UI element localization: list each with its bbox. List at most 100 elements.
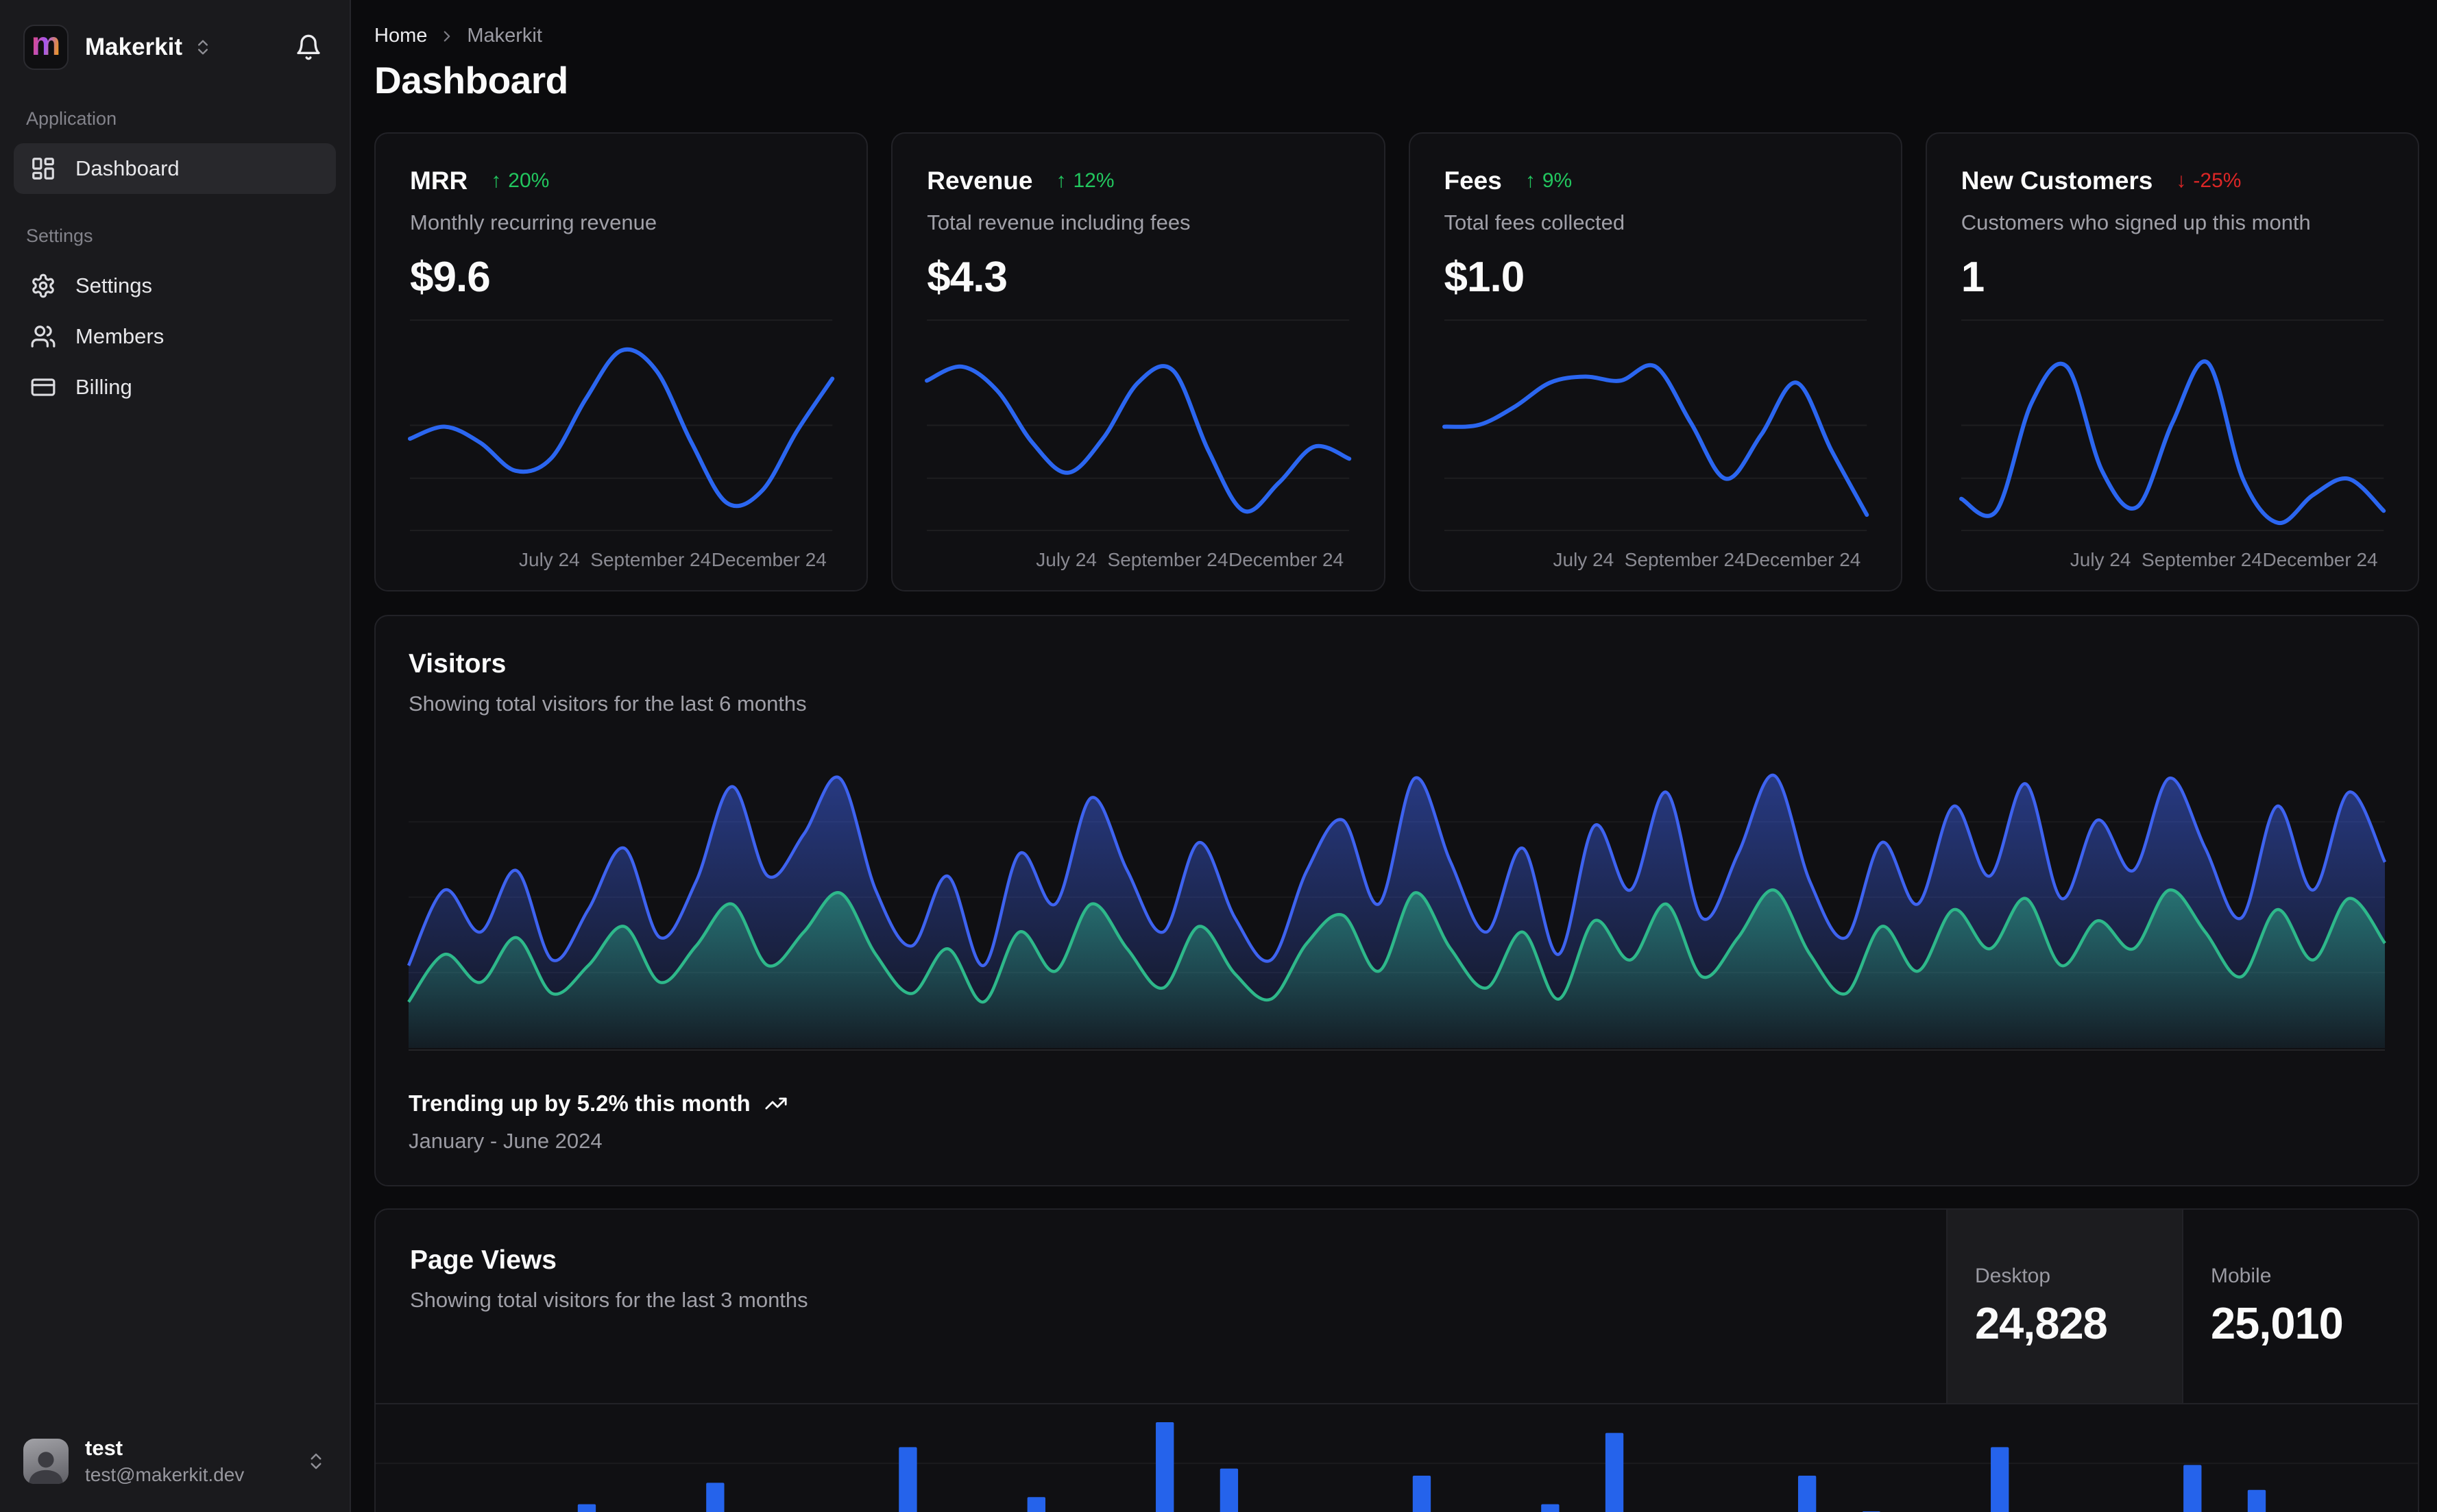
- stat-delta: 9%: [1542, 169, 1573, 192]
- x-axis-ticks: July 24 September 24 December 24: [927, 544, 1349, 571]
- stat-title: Fees: [1444, 167, 1502, 195]
- stat-value: $4.3: [927, 254, 1008, 301]
- user-meta: test test@makerkit.dev: [85, 1436, 244, 1486]
- x-tick: December 24: [1745, 549, 1861, 570]
- stat-delta: 12%: [1073, 169, 1115, 192]
- toggle-desktop[interactable]: Desktop 24,828: [1946, 1210, 2182, 1403]
- user-name: test: [85, 1436, 123, 1460]
- nav-section-settings: Settings Settings Members Billing: [14, 225, 336, 413]
- logo-letter: m: [31, 26, 61, 62]
- visitors-area-chart: [409, 749, 2385, 1051]
- user-menu[interactable]: test test@makerkit.dev: [14, 1430, 336, 1491]
- page-views-title: Page Views: [410, 1245, 557, 1275]
- sidebar-item-members[interactable]: Members: [14, 311, 336, 362]
- x-tick: July 24: [519, 549, 580, 570]
- sparkline-plot: [410, 318, 832, 533]
- fees-sparkline-chart: July 24 September 24 December 24: [1444, 318, 1867, 571]
- workspace-name: Makerkit: [85, 34, 183, 60]
- page-title: Dashboard: [374, 59, 568, 101]
- credit-card-icon: [30, 374, 56, 400]
- sidebar-item-label: Billing: [75, 375, 132, 399]
- chevron-right-icon: [438, 27, 456, 45]
- workspace-selector[interactable]: m Makerkit: [14, 18, 336, 77]
- stat-subtitle: Customers who signed up this month: [1961, 210, 2311, 234]
- visitors-subtitle: Showing total visitors for the last 6 mo…: [409, 692, 807, 716]
- stat-delta-badge: ↑ 9%: [1525, 169, 1572, 193]
- arrow-down-icon: ↓: [2176, 169, 2187, 192]
- sparkline-plot: [927, 318, 1349, 533]
- stat-value: 1: [1961, 254, 1985, 301]
- arrow-up-icon: ↑: [1056, 169, 1067, 192]
- breadcrumb-current: Makerkit: [467, 25, 542, 47]
- stat-title: Revenue: [927, 167, 1033, 195]
- new-customers-sparkline-chart: July 24 September 24 December 24: [1961, 318, 2384, 571]
- bell-icon[interactable]: [291, 29, 326, 65]
- visitors-card: Visitors Showing total visitors for the …: [374, 615, 2419, 1186]
- stat-cards-row: MRR ↑ 20% Monthly recurring revenue $9.6…: [374, 132, 2419, 592]
- x-tick: September 24: [2142, 549, 2262, 570]
- page-views-header: Page Views Showing total visitors for th…: [376, 1210, 2418, 1404]
- x-tick: September 24: [1107, 549, 1228, 570]
- chevrons-up-down-icon: [306, 1451, 326, 1472]
- sparkline-plot: [1444, 318, 1867, 533]
- stat-delta-badge: ↑ 20%: [491, 169, 549, 193]
- stat-value: $1.0: [1444, 254, 1525, 301]
- stat-subtitle: Total revenue including fees: [927, 210, 1191, 234]
- sidebar-item-billing[interactable]: Billing: [14, 362, 336, 413]
- page-views-card: Page Views Showing total visitors for th…: [374, 1208, 2419, 1512]
- avatar: [23, 1438, 69, 1484]
- toggle-mobile[interactable]: Mobile 25,010: [2182, 1210, 2418, 1403]
- stat-delta-badge: ↑ 12%: [1056, 169, 1114, 193]
- users-icon: [30, 324, 56, 350]
- sparkline-plot: [1961, 318, 2384, 533]
- stat-subtitle: Monthly recurring revenue: [410, 210, 657, 234]
- stat-value: $9.6: [410, 254, 491, 301]
- revenue-sparkline-chart: July 24 September 24 December 24: [927, 318, 1349, 571]
- stat-card-revenue: Revenue ↑ 12% Total revenue including fe…: [891, 132, 1385, 592]
- page-views-bar-chart: [376, 1404, 2418, 1512]
- x-tick: July 24: [1553, 549, 1614, 570]
- x-axis-ticks: July 24 September 24 December 24: [410, 544, 832, 571]
- x-tick: July 24: [2070, 549, 2131, 570]
- sidebar-item-settings[interactable]: Settings: [14, 260, 336, 311]
- nav-section-label: Settings: [26, 225, 93, 246]
- stat-title: New Customers: [1961, 167, 2153, 195]
- x-axis-ticks: July 24 September 24 December 24: [1961, 544, 2384, 571]
- breadcrumb: Home Makerkit: [374, 25, 2419, 47]
- stat-title: MRR: [410, 167, 468, 195]
- visitors-title: Visitors: [409, 649, 507, 679]
- x-axis-ticks: July 24 September 24 December 24: [1444, 544, 1867, 571]
- stat-delta: -25%: [2193, 169, 2242, 192]
- sidebar-item-label: Members: [75, 324, 165, 348]
- stat-card-mrr: MRR ↑ 20% Monthly recurring revenue $9.6…: [374, 132, 869, 592]
- sidebar-item-dashboard[interactable]: Dashboard: [14, 143, 336, 194]
- stat-subtitle: Total fees collected: [1444, 210, 1625, 234]
- stat-card-fees: Fees ↑ 9% Total fees collected $1.0 July…: [1408, 132, 1902, 592]
- toggle-value: 24,828: [1975, 1297, 2108, 1348]
- x-tick: September 24: [590, 549, 712, 570]
- visitors-footer: Trending up by 5.2% this month January -…: [409, 1090, 2385, 1154]
- nav-section-label: Application: [26, 108, 117, 129]
- sidebar-item-label: Dashboard: [75, 156, 180, 180]
- dashboard-icon: [30, 156, 56, 182]
- toggle-value: 25,010: [2211, 1297, 2344, 1348]
- trending-up-icon: [764, 1092, 788, 1115]
- visitors-trend-text: Trending up by 5.2% this month: [409, 1090, 751, 1116]
- x-tick: December 24: [711, 549, 827, 570]
- sidebar-item-label: Settings: [75, 273, 153, 297]
- x-tick: July 24: [1036, 549, 1097, 570]
- main-content: Home Makerkit Dashboard MRR ↑ 20% Monthl…: [351, 0, 2437, 1512]
- sidebar: m Makerkit Application Dashboard Setting…: [0, 0, 351, 1512]
- toggle-label: Mobile: [2211, 1264, 2272, 1287]
- makerkit-logo: m: [23, 25, 69, 70]
- page-views-subtitle: Showing total visitors for the last 3 mo…: [410, 1288, 808, 1312]
- x-tick: December 24: [2262, 549, 2378, 570]
- breadcrumb-home[interactable]: Home: [374, 25, 428, 47]
- x-tick: December 24: [1228, 549, 1344, 570]
- gear-icon: [30, 273, 56, 299]
- toggle-label: Desktop: [1975, 1264, 2051, 1287]
- mrr-sparkline-chart: July 24 September 24 December 24: [410, 318, 832, 571]
- chevrons-up-down-icon: [193, 38, 213, 57]
- visitors-date-range: January - June 2024: [409, 1129, 603, 1153]
- stat-delta: 20%: [508, 169, 550, 192]
